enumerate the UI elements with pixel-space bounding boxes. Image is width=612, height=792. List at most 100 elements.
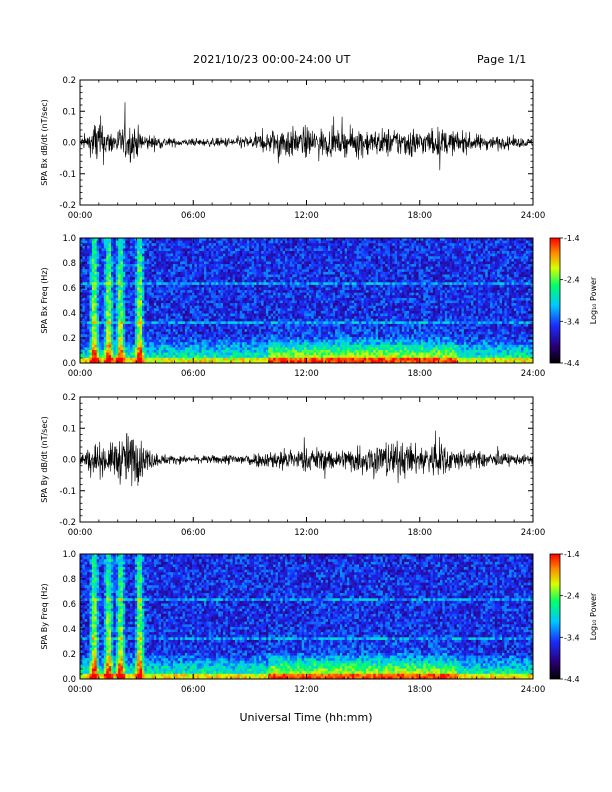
spectrogram-cell (165, 347, 169, 351)
spectrogram-cell (201, 269, 205, 273)
spectrogram-cell (287, 323, 291, 327)
spectrogram-cell (313, 243, 317, 247)
x-tick-label: 00:00 (68, 211, 93, 221)
spectrogram-cell (206, 248, 210, 252)
spectrogram-cell (282, 290, 286, 294)
spectrogram-cell (170, 313, 174, 317)
spectrogram-cell (103, 261, 107, 265)
spectrogram-cell (118, 284, 121, 288)
spectrogram-cell (289, 305, 293, 309)
spectrogram-cell (258, 313, 262, 317)
spectrogram-cell (91, 256, 95, 260)
spectrogram-cell (122, 266, 126, 270)
spectrogram-cell (106, 287, 110, 291)
spectrogram-cell (285, 251, 288, 255)
spectrogram-cell (84, 266, 88, 270)
spectrogram-cell (192, 256, 195, 260)
spectrogram-cell (206, 326, 210, 330)
spectrogram-cell (201, 310, 205, 314)
spectrogram-cell (144, 336, 148, 340)
spectrogram-cell (270, 303, 274, 307)
spectrogram-cell (306, 342, 310, 346)
spectrogram-cell (275, 290, 279, 294)
spectrogram-cell (261, 261, 264, 265)
spectrogram-cell (192, 277, 195, 281)
spectrogram-cell (211, 310, 214, 314)
spectrogram-cell (215, 243, 219, 247)
spectrogram-cell (246, 342, 250, 346)
spectrogram-cell (127, 284, 131, 288)
spectrogram-cell (146, 256, 150, 260)
spectrogram-cell (122, 264, 126, 268)
spectrogram-cell (225, 266, 229, 270)
spectrogram-cell (151, 323, 155, 327)
spectrogram-cell (177, 316, 181, 320)
spectrogram-cell (89, 349, 93, 353)
spectrogram-cell (268, 339, 272, 343)
spectrogram-cell (301, 253, 305, 257)
spectrogram-cell (99, 336, 102, 340)
spectrogram-cell (82, 329, 86, 333)
spectrogram-cell (273, 251, 276, 255)
spectrogram-cell (134, 323, 138, 327)
spectrogram-cell (108, 300, 112, 304)
spectrogram-cell (163, 245, 167, 249)
spectrogram-cell (239, 269, 243, 273)
spectrogram-cell (130, 352, 133, 356)
spectrogram-cell (218, 323, 222, 327)
spectrogram-cell (280, 269, 284, 273)
spectrogram-cell (246, 339, 250, 343)
spectrogram-cell (141, 269, 145, 273)
spectrogram-cell (287, 261, 291, 265)
spectrogram-cell (153, 344, 157, 348)
spectrogram-cell (110, 245, 114, 249)
spectrogram-cell (306, 284, 310, 288)
spectrogram-cell (182, 355, 186, 359)
spectrogram-cell (182, 349, 186, 353)
spectrogram-cell (218, 248, 222, 252)
spectrogram-cell (80, 352, 83, 356)
spectrogram-cell (285, 266, 288, 270)
spectrogram-cell (227, 245, 231, 249)
spectrogram-cell (94, 279, 98, 283)
spectrogram-cell (251, 331, 255, 335)
spectrogram-cell (256, 342, 260, 346)
spectrogram-cell (103, 313, 107, 317)
spectrogram-cell (139, 284, 143, 288)
spectrogram-cell (220, 292, 224, 296)
spectrogram-cell (196, 300, 200, 304)
spectrogram-cell (261, 266, 264, 270)
spectrogram-cell (158, 316, 162, 320)
spectrogram-cell (287, 282, 291, 286)
spectrogram-cell (156, 271, 160, 275)
spectrogram-cell (103, 303, 107, 307)
spectrogram-cell (182, 310, 186, 314)
spectrogram-cell (89, 355, 93, 359)
spectrogram-cell (101, 334, 105, 338)
spectrogram-cell (232, 308, 236, 312)
spectrogram-cell (234, 245, 238, 249)
spectrogram-cell (139, 248, 143, 252)
spectrogram-cell (206, 261, 210, 265)
spectrogram-cell (177, 352, 181, 356)
spectrogram-cell (213, 339, 217, 343)
spectrogram-cell (87, 251, 90, 255)
spectrogram-cell (287, 297, 291, 301)
spectrogram-cell (218, 336, 222, 340)
spectrogram-cell (263, 344, 267, 348)
spectrogram-cell (318, 297, 322, 301)
spectrogram-cell (156, 355, 160, 359)
x-tick-label: 12:00 (294, 211, 319, 221)
spectrogram-cell (134, 264, 138, 268)
spectrogram-cell (122, 279, 126, 283)
spectrogram-cell (80, 264, 83, 268)
spectrogram-cell (146, 279, 150, 283)
spectrogram-cell (189, 271, 193, 275)
spectrogram-cell (237, 264, 241, 268)
spectrogram-cell (244, 360, 248, 364)
spectrogram-cell (239, 284, 243, 288)
spectrogram-cell (285, 308, 288, 312)
spectrogram-cell (225, 305, 229, 309)
spectrogram-cell (134, 339, 138, 343)
spectrogram-cell (141, 329, 145, 333)
